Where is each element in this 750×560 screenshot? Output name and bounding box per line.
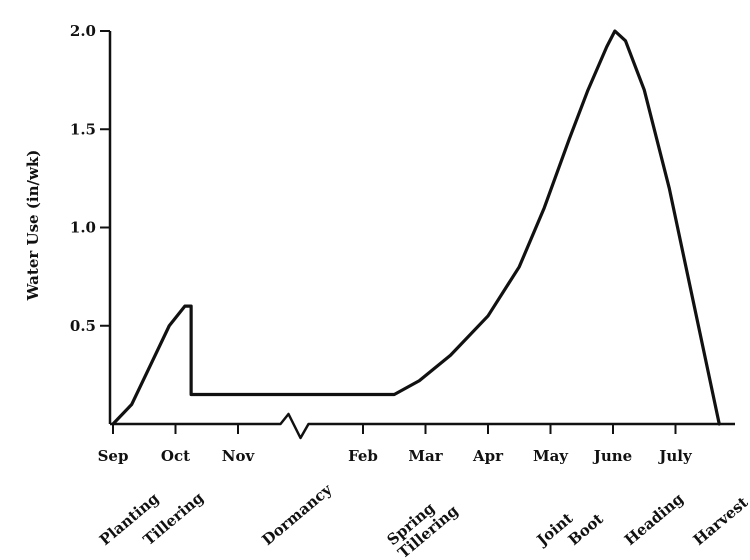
growth-stage-label: Harvest xyxy=(690,493,750,549)
x-tick-label: Apr xyxy=(472,447,504,465)
water-use-line xyxy=(111,29,721,426)
x-tick-label: Sep xyxy=(98,447,129,465)
x-tick-label: Oct xyxy=(161,447,190,465)
x-tick-label: July xyxy=(657,447,693,465)
x-axis-line xyxy=(110,412,735,440)
growth-stage-label: Dormancy xyxy=(259,480,337,549)
x-tick-label: Feb xyxy=(348,447,378,465)
x-tick-label: May xyxy=(533,447,569,465)
x-month-ticks: Sep Oct Nov Feb Mar Apr May June July xyxy=(98,424,693,465)
y-tick-label: 1.5 xyxy=(70,120,96,138)
y-tick-label: 2.0 xyxy=(70,22,96,40)
x-tick-label: Mar xyxy=(408,447,443,465)
x-tick-label: Nov xyxy=(222,447,256,465)
growth-stage-label: Boot xyxy=(565,510,607,549)
growth-stage-label: Heading xyxy=(621,489,687,549)
y-tick-label: 0.5 xyxy=(70,317,96,335)
series-group xyxy=(111,29,721,426)
y-tick-label: 1.0 xyxy=(70,219,96,237)
x-tick-label: June xyxy=(592,447,632,465)
growth-stage-label: SpringTillering xyxy=(384,488,463,560)
y-axis-label: Water Use (in/wk) xyxy=(24,150,42,302)
x-axis xyxy=(110,412,735,440)
growth-stage-label: Joint xyxy=(532,509,576,550)
y-ticks: 0.5 1.0 1.5 2.0 xyxy=(70,22,110,335)
